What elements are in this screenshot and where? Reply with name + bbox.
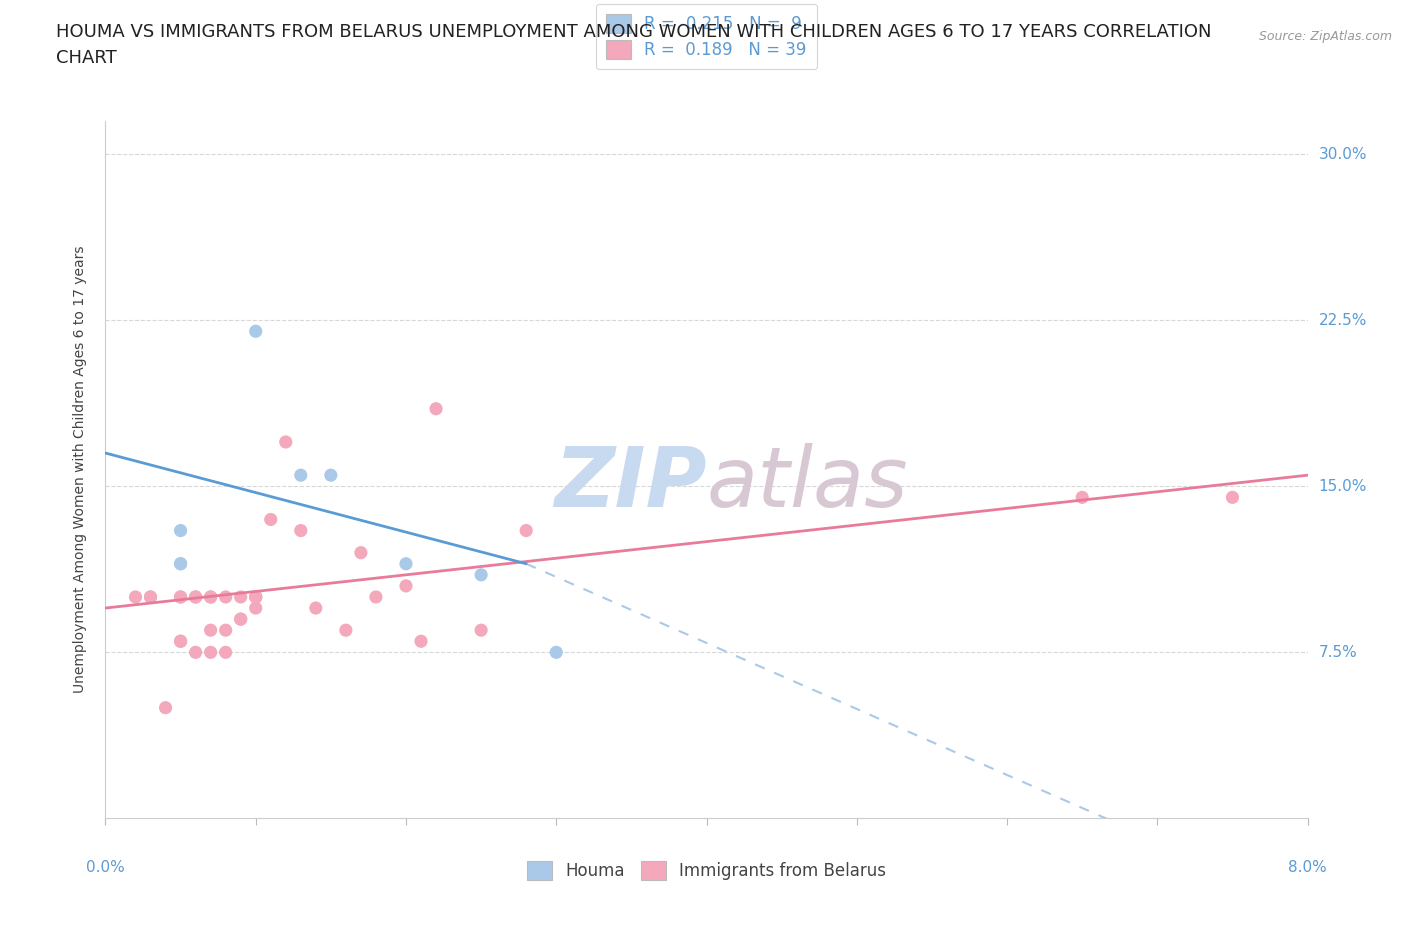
Point xyxy=(395,556,418,571)
Point xyxy=(139,590,162,604)
Point xyxy=(305,601,328,616)
Text: 7.5%: 7.5% xyxy=(1319,644,1357,659)
Point xyxy=(184,590,207,604)
Text: ZIP: ZIP xyxy=(554,443,707,525)
Point xyxy=(515,523,537,538)
Point xyxy=(1071,490,1094,505)
Text: CHART: CHART xyxy=(56,49,117,67)
Text: 15.0%: 15.0% xyxy=(1319,479,1367,494)
Point xyxy=(409,634,432,649)
Point xyxy=(155,700,177,715)
Point xyxy=(245,601,267,616)
Point xyxy=(546,644,568,659)
Point xyxy=(425,402,447,417)
Text: HOUMA VS IMMIGRANTS FROM BELARUS UNEMPLOYMENT AMONG WOMEN WITH CHILDREN AGES 6 T: HOUMA VS IMMIGRANTS FROM BELARUS UNEMPLO… xyxy=(56,23,1212,41)
Point xyxy=(245,324,267,339)
Point xyxy=(290,468,312,483)
Point xyxy=(169,556,191,571)
Point xyxy=(200,623,222,638)
Text: 0.0%: 0.0% xyxy=(86,860,125,875)
Point xyxy=(169,634,191,649)
Point xyxy=(184,590,207,604)
Point xyxy=(335,623,357,638)
Point xyxy=(470,623,492,638)
Text: 22.5%: 22.5% xyxy=(1319,312,1367,327)
Point xyxy=(274,434,297,449)
Point xyxy=(124,590,146,604)
Point xyxy=(169,590,191,604)
Point xyxy=(169,556,191,571)
Point xyxy=(200,644,222,659)
Point xyxy=(260,512,283,527)
Point xyxy=(245,590,267,604)
Point xyxy=(350,545,373,560)
Point xyxy=(290,523,312,538)
Point xyxy=(319,468,342,483)
Text: 8.0%: 8.0% xyxy=(1288,860,1327,875)
Point xyxy=(245,590,267,604)
Point xyxy=(1222,490,1244,505)
Point xyxy=(169,634,191,649)
Legend: Houma, Immigrants from Belarus: Houma, Immigrants from Belarus xyxy=(520,855,893,887)
Text: Source: ZipAtlas.com: Source: ZipAtlas.com xyxy=(1258,30,1392,43)
Text: atlas: atlas xyxy=(707,443,908,525)
Point xyxy=(214,590,236,604)
Point xyxy=(169,590,191,604)
Y-axis label: Unemployment Among Women with Children Ages 6 to 17 years: Unemployment Among Women with Children A… xyxy=(73,246,87,694)
Point xyxy=(200,590,222,604)
Point xyxy=(229,612,252,627)
Point xyxy=(245,590,267,604)
Point xyxy=(214,644,236,659)
Point xyxy=(364,590,387,604)
Point xyxy=(169,523,191,538)
Point xyxy=(214,623,236,638)
Point xyxy=(395,578,418,593)
Text: 30.0%: 30.0% xyxy=(1319,147,1367,162)
Point xyxy=(470,567,492,582)
Point xyxy=(184,644,207,659)
Point xyxy=(139,590,162,604)
Point xyxy=(229,612,252,627)
Point xyxy=(200,590,222,604)
Point xyxy=(229,590,252,604)
